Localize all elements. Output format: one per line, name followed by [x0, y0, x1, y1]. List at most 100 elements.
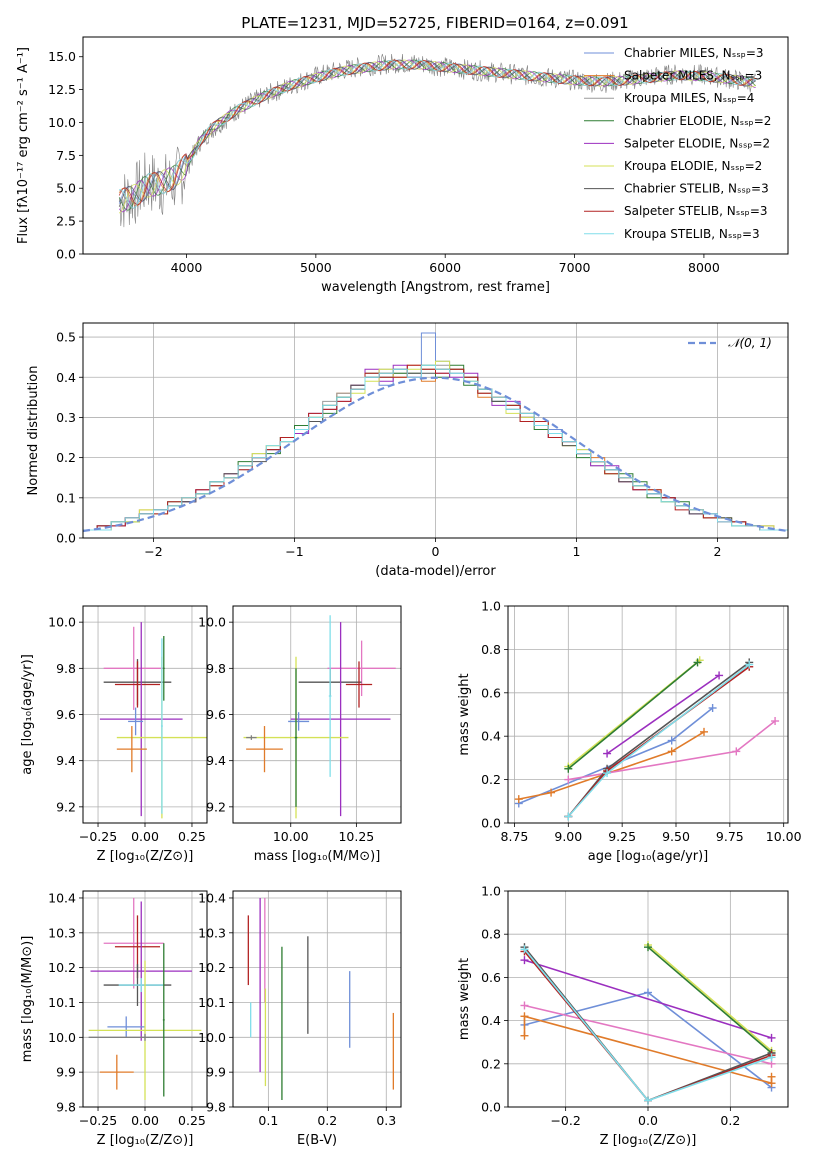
x-tick-label: 0.25: [178, 1113, 206, 1128]
axes-frame: [507, 890, 789, 1108]
axes-frame: [232, 890, 402, 1108]
y-axis-label: mass weight: [457, 958, 472, 1040]
weight-point-marker: [514, 795, 523, 804]
errorbar-point: [290, 622, 391, 817]
x-tick-label: 5000: [300, 260, 332, 275]
x-tick-label: 1: [573, 544, 581, 559]
y-axis-label: Normed distribution: [26, 366, 41, 496]
x-axis-label: mass [log₁₀(M/M⊙)]: [254, 849, 381, 864]
x-axis-label: Z [log₁₀(Z/Z⊙)]: [97, 1133, 194, 1148]
x-tick-label: 9.00: [554, 829, 582, 844]
errorbar-point: [162, 636, 165, 701]
y-tick-label: 0.6: [481, 685, 501, 700]
x-tick-label: 0.2: [720, 1113, 740, 1128]
legend-label: Chabrier MILES, Nₛₛₚ=3: [624, 46, 764, 60]
errorbar-point: [327, 640, 396, 697]
y-tick-label: 9.8: [206, 661, 226, 676]
y-tick-label: 10.0: [48, 615, 76, 630]
legend-label: Salpeter MILES, Nₛₛₚ=3: [624, 69, 762, 83]
y-tick-label: 9.9: [206, 1065, 226, 1080]
x-tick-label: −2: [144, 544, 162, 559]
legend-label: Kroupa MILES, Nₛₛₚ=4: [624, 91, 754, 105]
x-tick-label: −1: [285, 544, 303, 559]
errorbar-point: [162, 943, 165, 1097]
y-tick-label: 5.0: [56, 181, 76, 196]
y-tick-label: 1.0: [481, 884, 501, 899]
y-tick-label: 0.2: [481, 772, 501, 787]
y-tick-label: 10.4: [198, 890, 226, 905]
errorbar-point: [88, 1033, 202, 1041]
x-tick-label: 0.0: [638, 1113, 658, 1128]
y-axis-label: mass [log₁₀(M/M⊙)]: [20, 936, 35, 1063]
axes-frame: [232, 605, 402, 824]
spectrum-model-line: [118, 59, 756, 207]
weight-series-line: [524, 1004, 772, 1065]
x-tick-label: 9.75: [716, 829, 744, 844]
weight-point-marker: [767, 1033, 776, 1042]
y-tick-label: 0.6: [481, 970, 501, 985]
weight-point-marker: [767, 1053, 776, 1062]
errorbar-point: [288, 712, 310, 731]
errorbar-point: [345, 661, 373, 708]
x-tick-label: 0.2: [317, 1113, 337, 1128]
errorbar-point: [160, 638, 163, 814]
y-axis-label: mass weight: [457, 673, 472, 755]
legend-label: 𝒩(0, 1): [728, 336, 772, 350]
errorbar-point: [107, 1016, 145, 1038]
y-tick-label: 9.8: [206, 1100, 226, 1115]
errorbar-point: [88, 960, 202, 1101]
y-tick-label: 10.1: [48, 995, 76, 1010]
weight-point-marker: [520, 956, 529, 965]
x-tick-label: 9.50: [662, 829, 690, 844]
y-tick-label: 10.3: [198, 925, 226, 940]
x-tick-label: 7000: [559, 260, 591, 275]
errorbar-point: [90, 901, 192, 1041]
y-tick-label: 0.5: [56, 330, 76, 345]
y-tick-label: 9.2: [206, 799, 226, 814]
y-tick-label: 10.0: [198, 615, 226, 630]
weight-point-marker: [564, 775, 573, 784]
x-axis-label: Z [log₁₀(Z/Z⊙)]: [97, 849, 194, 864]
weight-series-line: [518, 707, 714, 805]
weight-series-line: [647, 944, 773, 1052]
y-tick-label: 7.5: [56, 148, 76, 163]
y-tick-label: 9.6: [206, 707, 226, 722]
x-tick-label: 8.75: [501, 829, 529, 844]
y-tick-label: 0.1: [56, 490, 76, 505]
y-tick-label: 15.0: [48, 49, 76, 64]
weight-point-marker: [564, 812, 573, 821]
y-tick-label: 9.2: [56, 799, 76, 814]
weight-point-marker: [732, 747, 741, 756]
x-tick-label: −0.25: [79, 1113, 117, 1128]
x-tick-label: 8000: [688, 260, 720, 275]
x-tick-label: −0.25: [79, 829, 117, 844]
weight-point-marker: [667, 736, 676, 745]
x-axis-label: Z [log₁₀(Z/Z⊙)]: [600, 1133, 697, 1148]
x-tick-label: 6000: [429, 260, 461, 275]
y-tick-label: 2.5: [56, 214, 76, 229]
x-tick-label: 9.25: [608, 829, 636, 844]
y-tick-label: 10.2: [48, 960, 76, 975]
y-tick-label: 12.5: [48, 82, 76, 97]
errorbar-point: [294, 668, 298, 807]
weight-point-marker: [603, 749, 612, 758]
y-tick-label: 10.0: [48, 115, 76, 130]
x-tick-label: 0.3: [376, 1113, 396, 1128]
x-tick-label: 4000: [171, 260, 203, 275]
y-tick-label: 0.0: [481, 1100, 501, 1115]
x-tick-label: 0: [432, 544, 440, 559]
y-tick-label: 9.6: [56, 707, 76, 722]
y-tick-label: 0.4: [481, 1013, 501, 1028]
y-tick-label: 0.0: [56, 247, 76, 262]
legend-label: Salpeter STELIB, Nₛₛₚ=3: [624, 204, 768, 218]
weight-point-marker: [603, 769, 612, 778]
y-tick-label: 0.8: [481, 642, 501, 657]
x-tick-label: 10.00: [766, 829, 802, 844]
figure-title: PLATE=1231, MJD=52725, FIBERID=0164, z=0…: [241, 14, 628, 32]
errorbar-point: [116, 726, 147, 773]
weight-point-marker: [520, 1001, 529, 1010]
x-axis-label: (data-model)/error: [375, 564, 496, 579]
y-axis-label: Flux [fλ10⁻¹⁷ erg cm⁻² s⁻¹ A⁻¹]: [16, 47, 31, 244]
weight-point-marker: [564, 764, 573, 773]
x-tick-label: 10.25: [338, 829, 374, 844]
